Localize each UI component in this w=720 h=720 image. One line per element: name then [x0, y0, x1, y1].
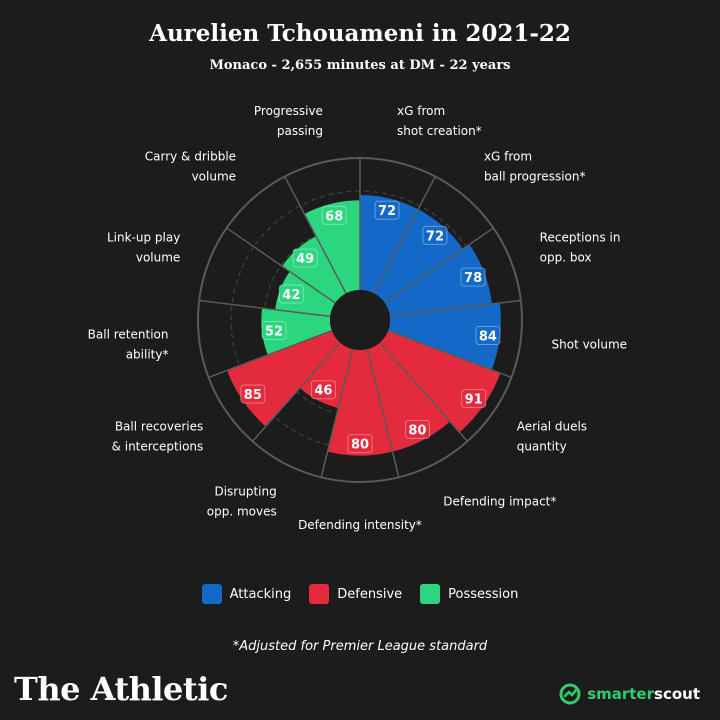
chart-subtitle: Monaco - 2,655 minutes at DM - 22 years: [209, 58, 511, 73]
radar-spoke: [366, 348, 400, 478]
legend-item-possession: Possession: [420, 584, 518, 604]
value-badge: [460, 267, 486, 287]
footnote: *Adjusted for Premier League standard: [232, 639, 488, 654]
partner-name-part2: scout: [654, 685, 700, 703]
partner-logo: smarterscout: [559, 683, 700, 705]
category-label: Link-up play: [107, 230, 180, 244]
category-label: Defending impact*: [443, 495, 556, 509]
radar-spoke: [373, 176, 436, 294]
radar-spoke: [226, 227, 336, 304]
category-label: ball progression*: [484, 170, 586, 184]
value-label: 72: [426, 229, 444, 244]
radar-spoke: [252, 341, 341, 442]
value-badge: [240, 384, 266, 404]
category-label: shot creation*: [397, 124, 482, 138]
radar-wedge: [360, 194, 419, 294]
value-label: 42: [282, 288, 300, 303]
brand-logo: The Athletic: [14, 670, 228, 708]
category-label: Progressive: [254, 104, 323, 118]
category-label: Aerial duels: [517, 419, 587, 433]
chart-title: Aurelien Tchouameni in 2021-22: [149, 20, 571, 47]
value-badge: [422, 225, 448, 245]
category-label: opp. box: [540, 250, 592, 264]
value-label: 91: [465, 392, 483, 407]
value-badge: [475, 326, 501, 346]
radar-wedge: [275, 271, 336, 317]
legend-swatch-attacking: [201, 584, 222, 604]
radar-spoke: [320, 348, 354, 478]
value-label: 46: [314, 384, 332, 399]
legend: Attacking Defensive Possession: [0, 584, 720, 604]
center-hole: [330, 290, 390, 350]
value-label: 52: [265, 324, 283, 339]
category-label: ability*: [126, 348, 169, 362]
category-label: Shot volume: [552, 338, 628, 352]
value-label: 84: [479, 330, 497, 345]
category-label: Receptions in: [540, 230, 621, 244]
legend-swatch-defensive: [309, 584, 330, 604]
radar-wedge: [384, 244, 492, 317]
category-label: volume: [136, 250, 180, 264]
radar-wedge: [304, 200, 360, 294]
radar-wedge: [388, 303, 501, 370]
category-label: Ball retention: [88, 328, 169, 342]
category-label: volume: [192, 170, 236, 184]
category-label: quantity: [517, 439, 567, 453]
category-label: & interceptions: [112, 439, 204, 453]
category-label: Ball recoveries: [115, 419, 203, 433]
value-label: 72: [378, 204, 396, 219]
radar-spoke: [199, 299, 331, 318]
category-label: xG from: [484, 150, 532, 164]
value-badge: [292, 248, 318, 268]
value-badge: [404, 419, 430, 439]
category-label: passing: [277, 124, 323, 138]
value-badge: [321, 205, 347, 225]
legend-label-attacking: Attacking: [229, 586, 292, 602]
radar-spoke: [389, 299, 521, 318]
category-label: opp. moves: [207, 505, 277, 519]
value-label: 68: [325, 209, 343, 224]
value-badge: [347, 434, 373, 454]
value-badge: [278, 284, 304, 304]
value-badge: [310, 380, 336, 400]
value-label: 85: [244, 388, 262, 403]
radar-wedge: [327, 349, 393, 456]
legend-label-possession: Possession: [448, 586, 519, 602]
category-label: Disrupting: [214, 485, 276, 499]
value-badge: [374, 200, 400, 220]
value-label: 49: [296, 252, 314, 267]
radar-wedge: [261, 308, 332, 355]
radar-spoke: [379, 341, 468, 442]
radar-spoke: [387, 329, 512, 379]
legend-label-defensive: Defensive: [337, 586, 403, 602]
value-badge: [261, 320, 287, 340]
value-label: 80: [351, 438, 369, 453]
category-label: Defending intensity*: [298, 518, 422, 532]
legend-item-attacking: Attacking: [201, 584, 292, 604]
smarterscout-icon: [559, 683, 581, 705]
radar-spoke: [384, 227, 494, 304]
legend-item-defensive: Defensive: [309, 584, 402, 604]
value-badge: [461, 388, 487, 408]
radar-spoke: [284, 176, 347, 294]
category-label: xG from: [397, 104, 445, 118]
category-label: Carry & dribble: [145, 150, 236, 164]
value-label: 78: [464, 271, 482, 286]
value-label: 80: [408, 423, 426, 438]
radar-spoke: [208, 329, 333, 379]
partner-name-part1: smarter: [587, 685, 655, 703]
legend-swatch-possession: [420, 584, 441, 604]
